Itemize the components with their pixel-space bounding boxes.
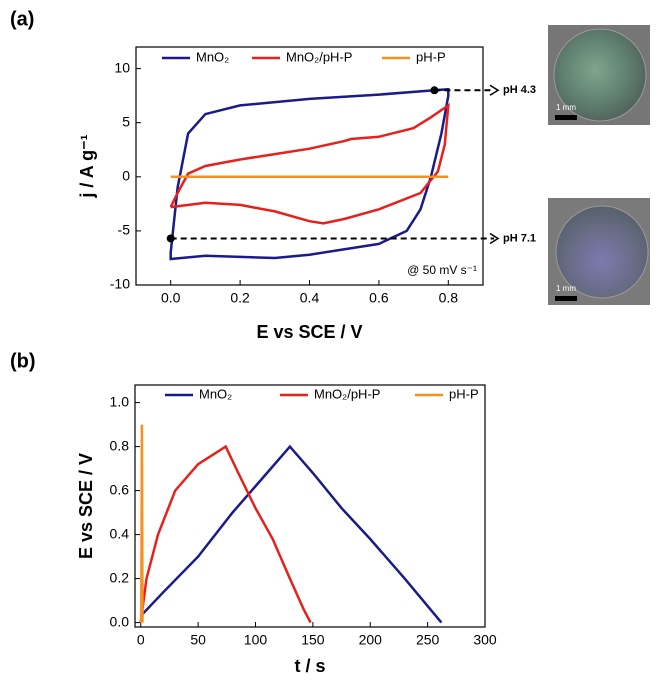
y-tick-label: 10 <box>114 59 130 75</box>
note: @ 50 mV s⁻¹ <box>407 263 477 277</box>
series-line <box>140 424 144 623</box>
x-tick-label: 300 <box>473 632 497 648</box>
x-axis-label: t / s <box>294 656 325 676</box>
y-tick-label: 0.6 <box>110 481 130 497</box>
series-line <box>139 444 443 624</box>
x-tick-label: 200 <box>359 632 383 648</box>
legend-label: pH-P <box>416 49 446 64</box>
y-tick-label: 0.4 <box>110 525 130 541</box>
plot-frame <box>135 46 484 286</box>
x-tick-label: 0.6 <box>369 290 389 306</box>
y-tick-label: 0.0 <box>110 613 130 629</box>
plot-frame <box>134 384 486 628</box>
arrow-head <box>489 84 500 96</box>
y-tick-label: -5 <box>118 222 131 238</box>
y-tick-label: 0 <box>122 168 130 184</box>
x-tick-label: 50 <box>190 632 206 648</box>
series-line <box>169 102 450 225</box>
x-tick-label: 150 <box>301 632 325 648</box>
scale-bar-label: 1 mm <box>556 103 576 112</box>
annotation-point <box>430 86 439 95</box>
series-line <box>139 444 312 624</box>
legend-label: MnO₂ <box>199 386 232 401</box>
annotation-label: pH 4.3 <box>503 84 536 96</box>
y-tick-label: 0.2 <box>110 569 130 585</box>
x-tick-label: 250 <box>416 632 440 648</box>
arrow-head <box>489 232 500 245</box>
x-tick-label: 0 <box>137 632 145 648</box>
legend-label: MnO₂/pH-P <box>314 386 380 401</box>
scale-bar-label: 1 mm <box>556 284 576 293</box>
legend-label: MnO₂ <box>196 49 229 64</box>
y-tick-label: 0.8 <box>110 437 130 453</box>
x-tick-label: 0.8 <box>439 290 459 306</box>
inset-photo: 1 mm <box>548 198 650 305</box>
x-tick-label: 0.4 <box>300 290 320 306</box>
legend-label: pH-P <box>449 386 479 401</box>
x-tick-label: 100 <box>244 632 268 648</box>
series-line <box>169 87 450 261</box>
y-axis-label: E vs SCE / V <box>76 453 96 559</box>
x-tick-label: 0.2 <box>230 290 250 306</box>
y-tick-label: -10 <box>110 276 130 292</box>
annotation-point <box>166 234 175 243</box>
x-tick-label: 0.0 <box>161 290 181 306</box>
legend-label: MnO₂/pH-P <box>286 49 352 64</box>
y-tick-label: 1.0 <box>110 393 130 409</box>
x-axis-label: E vs SCE / V <box>256 322 362 342</box>
y-axis-label: j / A g⁻¹ <box>77 134 97 198</box>
panel-label: (a) <box>10 8 34 30</box>
y-tick-label: 5 <box>122 113 130 129</box>
panel-label: (b) <box>10 350 36 372</box>
inset-photo: 1 mm <box>548 25 650 125</box>
annotation-label: pH 7.1 <box>503 232 536 244</box>
